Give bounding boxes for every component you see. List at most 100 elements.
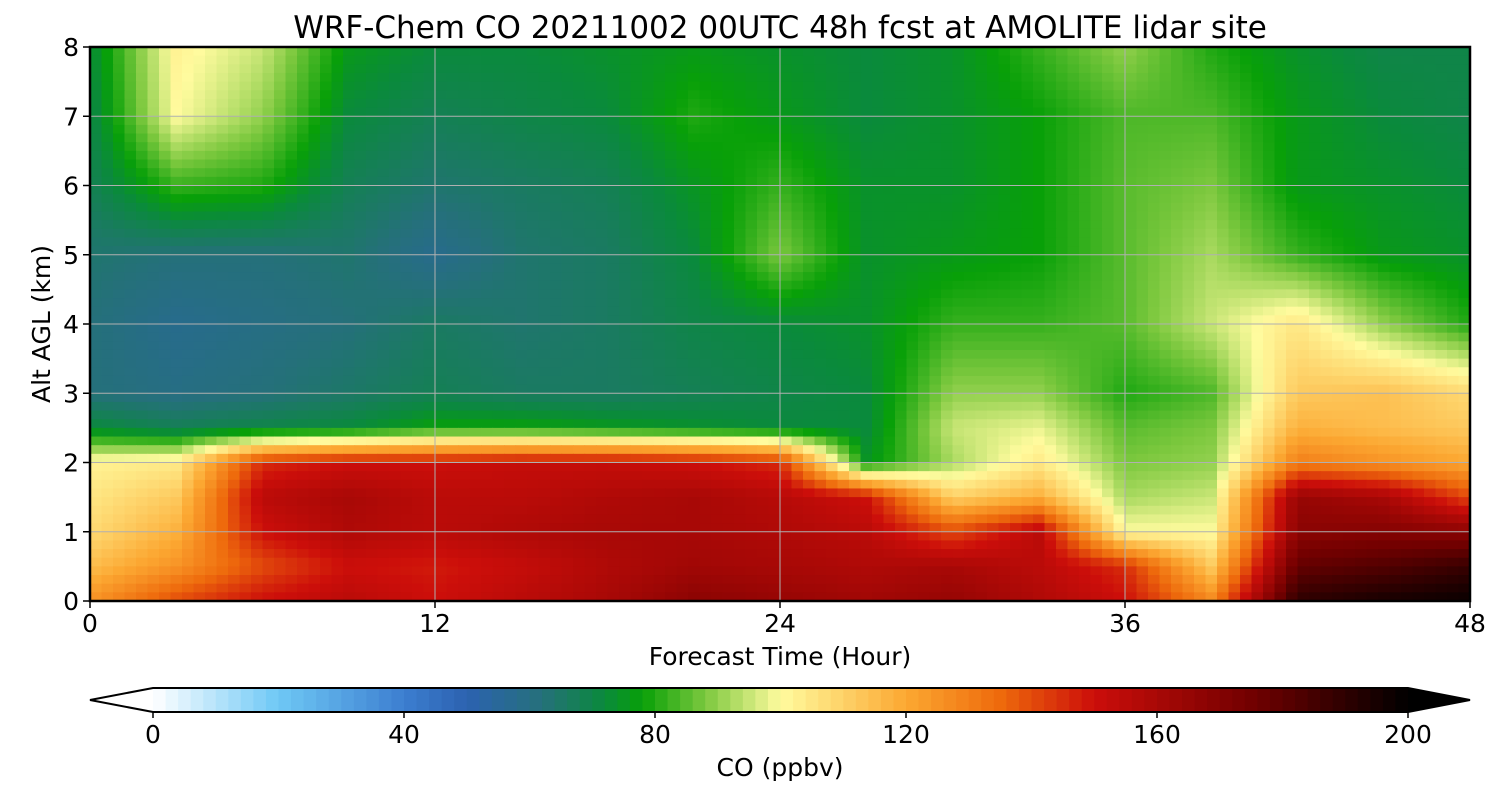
contour-cell	[1217, 254, 1230, 265]
contour-cell	[1125, 272, 1138, 282]
contour-cell	[975, 280, 988, 290]
contour-cell	[1102, 246, 1115, 256]
contour-cell	[469, 64, 482, 74]
contour-cell	[297, 401, 310, 412]
contour-cell	[412, 185, 425, 195]
contour-cell	[1274, 202, 1287, 213]
contour-cell	[1366, 220, 1379, 230]
contour-cell	[159, 367, 172, 377]
contour-cell	[297, 159, 310, 169]
contour-cell	[515, 142, 528, 152]
contour-cell	[308, 254, 321, 265]
contour-cell	[481, 237, 494, 247]
contour-cell	[423, 142, 436, 152]
contour-cell	[481, 315, 494, 325]
contour-cell	[987, 246, 1000, 256]
contour-cell	[1090, 367, 1103, 377]
contour-cell	[515, 176, 528, 187]
contour-cell	[872, 289, 885, 299]
contour-cell	[883, 55, 896, 65]
contour-cell	[481, 341, 494, 351]
contour-cell	[584, 124, 597, 135]
contour-cell	[1389, 55, 1402, 65]
contour-cell	[987, 367, 1000, 377]
contour-cell	[239, 272, 252, 282]
contour-cell	[1309, 64, 1322, 74]
contour-cell	[1286, 64, 1299, 74]
contour-cell	[469, 116, 482, 126]
contour-cell	[285, 211, 298, 221]
contour-cell	[216, 401, 229, 412]
contour-cell	[1424, 220, 1437, 230]
contour-cell	[251, 90, 264, 100]
contour-cell	[354, 263, 367, 273]
contour-cell	[1401, 185, 1414, 195]
contour-cell	[1389, 272, 1402, 282]
contour-cell	[1401, 341, 1414, 351]
contour-cell	[987, 98, 1000, 109]
contour-cell	[918, 272, 931, 282]
contour-cell	[515, 124, 528, 135]
contour-cell	[642, 194, 655, 204]
contour-cell	[1217, 315, 1230, 325]
contour-cell	[596, 47, 609, 57]
contour-cell	[699, 306, 712, 316]
contour-cell	[653, 55, 666, 65]
contour-cell	[987, 237, 1000, 247]
contour-cell	[584, 150, 597, 161]
contour-cell	[1240, 194, 1253, 204]
contour-cell	[872, 220, 885, 230]
contour-cell	[446, 90, 459, 100]
contour-cell	[1412, 254, 1425, 265]
contour-cell	[906, 384, 919, 394]
contour-cell	[1251, 211, 1264, 221]
contour-cell	[676, 375, 689, 386]
contour-cell	[331, 315, 344, 325]
contour-cell	[469, 324, 482, 334]
contour-cell	[1159, 289, 1172, 299]
contour-cell	[1274, 272, 1287, 282]
contour-cell	[872, 254, 885, 265]
contour-cell	[1412, 220, 1425, 230]
contour-cell	[423, 176, 436, 187]
contour-cell	[343, 64, 356, 74]
contour-cell	[205, 150, 218, 161]
contour-cell	[1355, 72, 1368, 83]
contour-cell	[975, 367, 988, 377]
contour-cell	[791, 194, 804, 204]
contour-cell	[377, 55, 390, 65]
contour-cell	[1240, 384, 1253, 394]
contour-cell	[1343, 375, 1356, 386]
contour-cell	[285, 401, 298, 412]
contour-cell	[1309, 237, 1322, 247]
contour-cell	[1366, 280, 1379, 290]
contour-cell	[228, 298, 241, 308]
contour-cell	[1424, 90, 1437, 100]
contour-cell	[1113, 64, 1126, 74]
contour-cell	[676, 202, 689, 213]
contour-cell	[331, 272, 344, 282]
contour-cell	[918, 393, 931, 403]
contour-cell	[1378, 202, 1391, 213]
contour-cell	[343, 107, 356, 117]
contour-cell	[1286, 176, 1299, 187]
contour-cell	[1378, 150, 1391, 161]
contour-cell	[182, 384, 195, 394]
contour-cell	[1067, 47, 1080, 57]
contour-cell	[159, 237, 172, 247]
contour-cell	[906, 280, 919, 290]
contour-cell	[216, 237, 229, 247]
contour-cell	[665, 263, 678, 273]
contour-cell	[1044, 341, 1057, 351]
contour-cell	[1182, 272, 1195, 282]
contour-cell	[837, 306, 850, 316]
contour-cell	[113, 358, 126, 368]
contour-cell	[561, 341, 574, 351]
contour-cell	[987, 375, 1000, 386]
contour-cell	[607, 185, 620, 195]
contour-cell	[1366, 168, 1379, 178]
contour-cell	[1125, 367, 1138, 377]
contour-cell	[1217, 375, 1230, 386]
contour-cell	[113, 401, 126, 412]
contour-cell	[906, 349, 919, 360]
